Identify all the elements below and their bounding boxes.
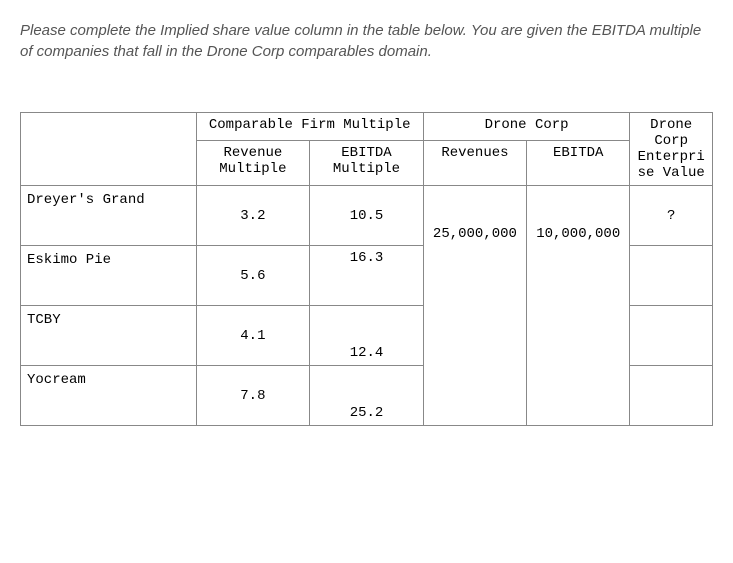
header-revenues: Revenues <box>423 140 526 185</box>
cell-ebitda-mult: 10.5 <box>310 186 424 246</box>
header-ebitda: EBITDA <box>527 140 630 185</box>
header-drone-ev: Drone Corp Enterprise Value <box>630 113 713 186</box>
cell-company: Eskimo Pie <box>21 246 197 306</box>
cell-company: Dreyer's Grand <box>21 186 197 246</box>
cell-ebitda-mult: 16.3 <box>310 246 424 306</box>
cell-rev-mult: 3.2 <box>196 186 310 246</box>
cell-ev <box>630 246 713 306</box>
table-row: Dreyer's Grand 3.2 10.5 25,000,000 10,00… <box>21 186 713 246</box>
header-drone-corp: Drone Corp <box>423 113 630 141</box>
header-comp-firm: Comparable Firm Multiple <box>196 113 423 141</box>
cell-ebitda-mult: 12.4 <box>310 306 424 366</box>
cell-company: TCBY <box>21 306 197 366</box>
header-ebitda-mult: EBITDA Multiple <box>310 140 424 185</box>
cell-ev <box>630 366 713 426</box>
header-rev-mult: Revenue Multiple <box>196 140 310 185</box>
cell-ev-unknown: ? <box>630 186 713 246</box>
cell-rev-mult: 4.1 <box>196 306 310 366</box>
cell-drone-revenues: 25,000,000 <box>423 186 526 426</box>
cell-ebitda-mult: 25.2 <box>310 366 424 426</box>
cell-drone-ebitda: 10,000,000 <box>527 186 630 426</box>
header-blank <box>21 113 197 186</box>
cell-rev-mult: 5.6 <box>196 246 310 306</box>
cell-rev-mult: 7.8 <box>196 366 310 426</box>
cell-company: Yocream <box>21 366 197 426</box>
header-row-1: Comparable Firm Multiple Drone Corp Dron… <box>21 113 713 141</box>
cell-ev <box>630 306 713 366</box>
prompt-text: Please complete the Implied share value … <box>20 20 713 62</box>
comparables-table: Comparable Firm Multiple Drone Corp Dron… <box>20 112 713 426</box>
